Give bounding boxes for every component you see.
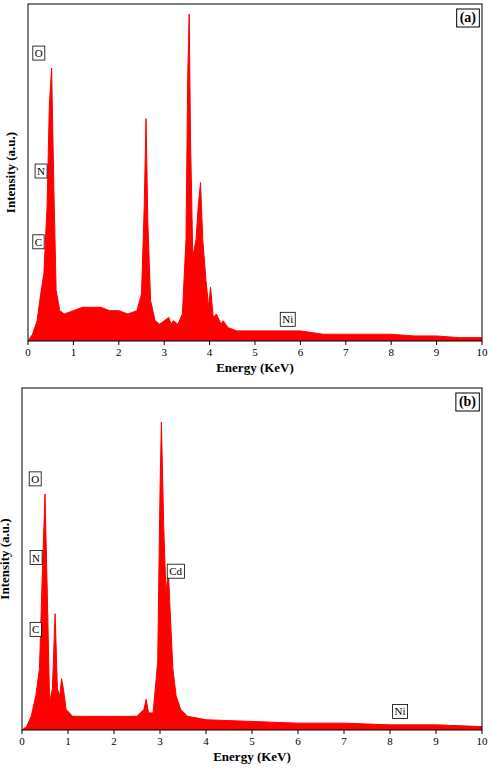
plot-frame — [22, 388, 482, 730]
x-tick-label: 2 — [116, 346, 122, 358]
x-tick — [68, 730, 69, 734]
element-label: Ni — [280, 312, 295, 326]
x-tick-label: 0 — [19, 735, 25, 747]
element-label: O — [33, 46, 45, 60]
x-tick-label: 5 — [252, 346, 258, 358]
x-tick — [390, 730, 391, 734]
x-tick-label: 1 — [71, 346, 77, 358]
x-tick-label: 7 — [341, 735, 347, 747]
x-tick — [206, 730, 207, 734]
element-text: Ni — [395, 705, 406, 717]
label-box — [33, 235, 44, 249]
label-box — [30, 622, 41, 636]
x-tick — [391, 341, 392, 345]
x-tick-label: 8 — [387, 735, 393, 747]
panel: 0 1 2 3 4 5 6 7 8 9 10 Energy (KeV) Intensity (a.u.)… — [3, 4, 488, 375]
x-tick-label: 4 — [207, 346, 213, 358]
spectrum — [28, 14, 482, 341]
x-tick-label: 9 — [434, 346, 440, 358]
element-text: N — [32, 552, 40, 564]
x-tick-label: 5 — [249, 735, 255, 747]
x-tick-label: 8 — [388, 346, 394, 358]
x-tick-label: 2 — [111, 735, 117, 747]
y-axis-label: Intensity (a.u.) — [3, 132, 18, 213]
title-box — [457, 9, 480, 27]
x-tick — [252, 730, 253, 734]
label-box — [393, 704, 408, 718]
label-box — [30, 551, 42, 565]
element-label: C — [33, 235, 44, 249]
element-text: O — [31, 473, 39, 485]
element-label: N — [30, 551, 42, 565]
x-tick-label: 6 — [295, 735, 301, 747]
x-tick — [164, 341, 165, 345]
x-tick — [73, 341, 74, 345]
x-tick — [160, 730, 161, 734]
x-tick-label: 3 — [161, 346, 167, 358]
x-tick — [436, 730, 437, 734]
x-axis-label: Energy (KeV) — [216, 360, 294, 375]
label-box — [280, 312, 295, 326]
element-text: C — [35, 236, 42, 248]
element-text: Cd — [169, 565, 182, 577]
element-label: O — [29, 472, 41, 486]
x-tick-label: 7 — [343, 346, 349, 358]
element-text: C — [32, 623, 39, 635]
panel-title: (a) — [460, 10, 477, 26]
x-tick — [255, 341, 256, 345]
plot-data — [22, 422, 482, 730]
element-text: N — [37, 165, 45, 177]
plot-data — [28, 14, 482, 341]
x-tick — [118, 341, 119, 345]
element-text: O — [35, 47, 43, 59]
x-tick — [28, 341, 29, 345]
y-axis-label: Intensity (a.u.) — [0, 518, 12, 599]
panel: 0 1 2 3 4 5 6 7 8 9 10 Energy (KeV) Intensity (a.u.)… — [0, 388, 488, 764]
x-tick — [482, 341, 483, 345]
x-tick-label: 6 — [298, 346, 304, 358]
spectrum — [22, 422, 482, 730]
x-tick — [114, 730, 115, 734]
x-tick — [22, 730, 23, 734]
element-label: Ni — [393, 704, 408, 718]
element-label: N — [35, 164, 47, 178]
label-box — [33, 46, 45, 60]
x-tick — [345, 341, 346, 345]
element-text: Ni — [282, 313, 293, 325]
title-box — [456, 393, 479, 411]
x-axis-label: Energy (KeV) — [213, 749, 291, 764]
element-label: C — [30, 622, 41, 636]
x-tick — [300, 341, 301, 345]
label-box — [35, 164, 47, 178]
x-tick — [298, 730, 299, 734]
x-tick-label: 9 — [433, 735, 439, 747]
x-tick — [482, 730, 483, 734]
x-tick-label: 1 — [65, 735, 71, 747]
panel-title: (b) — [459, 394, 476, 410]
element-label: Cd — [167, 564, 184, 578]
x-tick — [344, 730, 345, 734]
plot-frame — [28, 4, 482, 341]
label-box — [167, 564, 184, 578]
figure: 012345678910Energy (KeV)Intensity (a.u.)… — [0, 0, 491, 769]
x-tick-label: 10 — [477, 735, 489, 747]
x-tick-label: 10 — [477, 346, 489, 358]
x-tick-label: 4 — [203, 735, 209, 747]
x-tick — [209, 341, 210, 345]
label-box — [29, 472, 41, 486]
x-tick — [436, 341, 437, 345]
x-tick-label: 3 — [157, 735, 163, 747]
x-tick-label: 0 — [25, 346, 31, 358]
